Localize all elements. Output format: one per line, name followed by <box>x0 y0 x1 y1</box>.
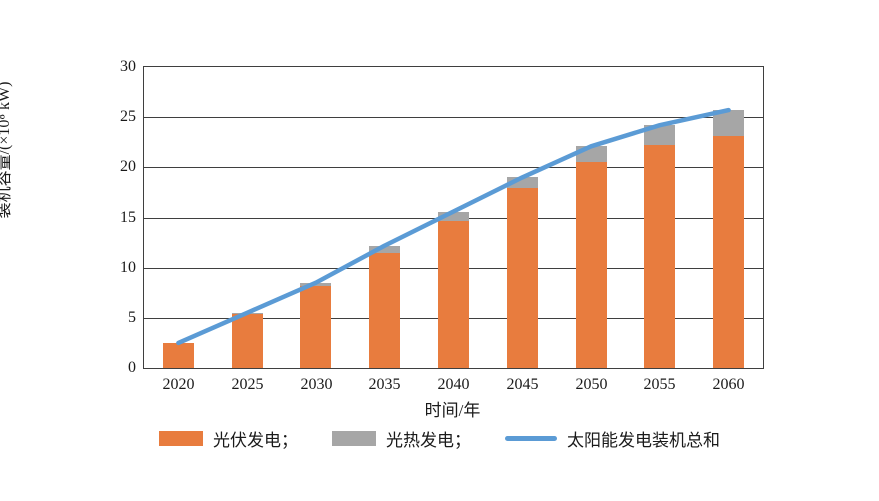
bar-segment-2055-光伏发电 <box>644 145 675 368</box>
bar-stack-2060 <box>713 67 744 368</box>
x-tick-label-2045: 2045 <box>506 376 539 393</box>
bar-stack-2035 <box>369 67 400 368</box>
bar-stack-2045 <box>507 67 538 368</box>
bar-segment-2035-光伏发电 <box>369 252 400 368</box>
bar-segment-2025-光伏发电 <box>232 313 263 368</box>
bar-segment-2045-光伏发电 <box>507 188 538 368</box>
bar-stack-2020 <box>163 67 194 368</box>
y-axis-title: 装机容量/(×10⁸ kW) <box>0 81 13 219</box>
x-tick-label-2020: 2020 <box>162 376 195 393</box>
csp-legend-swatch-icon <box>332 431 376 446</box>
legend: 光伏发电； 光热发电； 太阳能发电装机总和 <box>0 426 879 451</box>
bar-segment-2030-光伏发电 <box>300 285 331 368</box>
bar-stack-2030 <box>300 67 331 368</box>
bar-segment-2055-光热发电 <box>644 125 675 146</box>
bar-segment-2045-光热发电 <box>507 177 538 189</box>
bar-segment-2050-光热发电 <box>576 146 607 163</box>
y-tick-label-0: 0 <box>128 359 136 376</box>
bar-segment-2025-光热发电 <box>232 312 263 314</box>
bar-segment-2040-光伏发电 <box>438 220 469 368</box>
bar-stack-2055 <box>644 67 675 368</box>
legend-item-total: 太阳能发电装机总和 <box>505 426 720 451</box>
legend-item-pv: 光伏发电； <box>159 426 298 451</box>
x-tick-label-2035: 2035 <box>368 376 401 393</box>
x-tick-label-2040: 2040 <box>437 376 470 393</box>
bar-stack-2050 <box>576 67 607 368</box>
legend-item-csp: 光热发电； <box>332 426 471 451</box>
x-tick-label-2055: 2055 <box>643 376 676 393</box>
csp-legend-label: 光热发电； <box>386 431 471 450</box>
bar-segment-2020-光伏发电 <box>163 342 194 368</box>
total-line-legend-swatch-icon <box>505 436 557 441</box>
x-tick-label-2060: 2060 <box>712 376 745 393</box>
x-tick-label-2050: 2050 <box>575 376 608 393</box>
bar-stack-2040 <box>438 67 469 368</box>
bar-stack-2025 <box>232 67 263 368</box>
bar-segment-2060-光热发电 <box>713 110 744 137</box>
total-legend-label: 太阳能发电装机总和 <box>567 431 720 450</box>
bar-segment-2030-光热发电 <box>300 282 331 286</box>
y-tick-label-30: 30 <box>120 58 136 75</box>
bar-segment-2035-光热发电 <box>369 245 400 253</box>
y-tick-label-15: 15 <box>120 209 136 226</box>
x-tick-label-2025: 2025 <box>231 376 264 393</box>
plot-area: 0 5 10 15 20 25 30 2020 2025 2030 2035 2040 2045 2050… <box>120 58 764 393</box>
bar-segment-2040-光热发电 <box>438 211 469 221</box>
y-tick-label-20: 20 <box>120 158 136 175</box>
x-tick-label-2030: 2030 <box>300 376 333 393</box>
pv-legend-label: 光伏发电； <box>213 431 298 450</box>
y-tick-label-25: 25 <box>120 108 136 125</box>
bar-segment-2050-光伏发电 <box>576 162 607 368</box>
pv-legend-swatch-icon <box>159 431 203 446</box>
y-tick-label-10: 10 <box>120 259 136 276</box>
y-tick-label-5: 5 <box>128 309 136 326</box>
bar-segment-2060-光伏发电 <box>713 136 744 368</box>
x-axis-title: 时间/年 <box>424 401 481 420</box>
